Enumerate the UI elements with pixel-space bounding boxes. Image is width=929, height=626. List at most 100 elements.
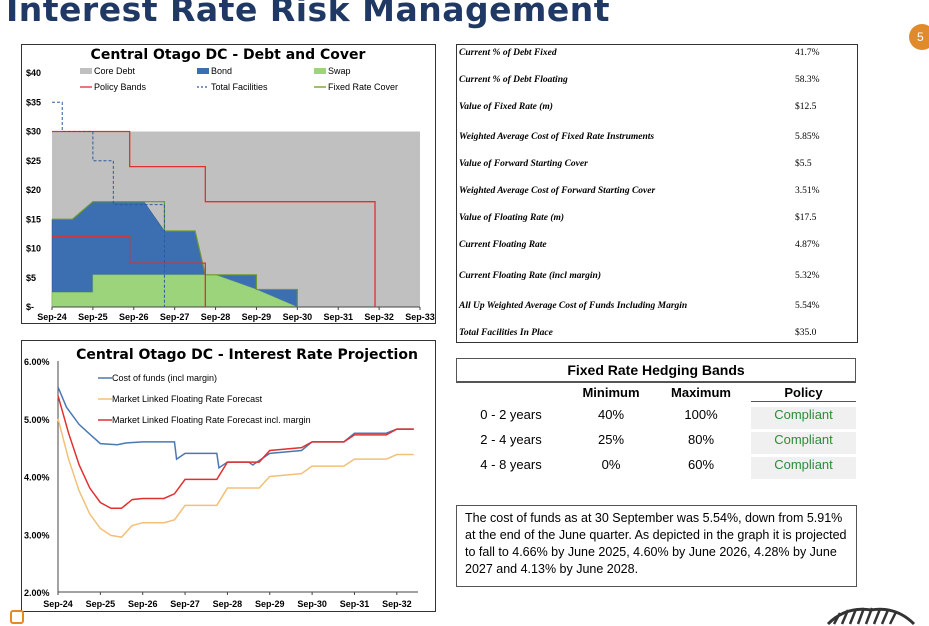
x-tick-label: Sep-24 xyxy=(37,312,67,322)
x-tick-label: Sep-30 xyxy=(297,599,327,609)
x-tick-label: Sep-32 xyxy=(364,312,394,322)
x-tick-label: Sep-25 xyxy=(86,599,116,609)
x-tick-label: Sep-31 xyxy=(340,599,370,609)
stat-label: All Up Weighted Average Cost of Funds In… xyxy=(459,301,688,311)
market-linked-floating-margin-line xyxy=(57,395,414,510)
x-tick-label: Sep-28 xyxy=(213,599,243,609)
hedging-bands-table: Fixed Rate Hedging Bands Minimum Maximum P… xyxy=(456,358,856,479)
stat-value: 4.87% xyxy=(795,240,820,250)
y-tick-label: 3.00% xyxy=(24,530,50,540)
stat-value: 41.7% xyxy=(795,48,820,58)
legend-label: Market Linked Floating Rate Forecast xyxy=(112,394,263,404)
x-tick-label: Sep-32 xyxy=(382,599,412,609)
chart-title: Central Otago DC - Interest Rate Project… xyxy=(76,347,418,363)
bands-cell: 100% xyxy=(684,407,718,422)
policy-band-upper-line xyxy=(52,130,376,307)
stat-value: 58.3% xyxy=(795,75,820,85)
bands-cell: 40% xyxy=(597,407,625,422)
brand-logo-icon xyxy=(826,607,916,626)
bands-cell: 0% xyxy=(601,457,621,472)
legend-label: Policy Bands xyxy=(94,82,147,92)
x-tick-label: Sep-24 xyxy=(43,599,73,609)
fixed-rate-cover-line xyxy=(52,201,298,307)
legend-label: Cost of funds (incl margin) xyxy=(112,373,217,383)
legend-label: Core Debt xyxy=(94,66,136,76)
stat-value: $35.0 xyxy=(795,328,817,338)
y-tick-label: $20 xyxy=(26,185,41,195)
y-tick-label: $15 xyxy=(26,214,41,224)
bands-cell: 60% xyxy=(687,457,715,472)
x-tick-label: Sep-26 xyxy=(119,312,149,322)
market-linked-floating-line xyxy=(57,418,414,538)
y-tick-label: 2.00% xyxy=(24,588,50,598)
bands-column-header: Maximum xyxy=(671,385,731,400)
legend-label: Bond xyxy=(211,66,232,76)
stat-label: Current % of Debt Fixed xyxy=(459,48,557,58)
x-tick-label: Sep-30 xyxy=(283,312,313,322)
x-tick-label: Sep-27 xyxy=(170,599,200,609)
x-tick-label: Sep-27 xyxy=(160,312,190,322)
y-tick-label: $35 xyxy=(26,97,41,107)
page-title: Interest Rate Risk Management xyxy=(6,0,611,29)
stat-value: $5.5 xyxy=(795,159,812,169)
x-tick-label: Sep-31 xyxy=(323,312,353,322)
x-tick-label: Sep-29 xyxy=(255,599,285,609)
policy-status-badge: Compliant xyxy=(751,407,856,429)
bands-column-header: Policy xyxy=(784,385,823,400)
stat-label: Weighted Average Cost of Forward Startin… xyxy=(459,186,656,196)
legend-label: Fixed Rate Cover xyxy=(328,82,398,92)
debt-cover-chart: Central Otago DC - Debt and Cover $- $5 $10… xyxy=(21,44,436,324)
rate-projection-chart: Central Otago DC - Interest Rate Project… xyxy=(21,340,436,612)
debt-stats-table: Current % of Debt Fixed 41.7% Current % of… xyxy=(456,44,858,343)
x-tick-label: Sep-29 xyxy=(242,312,272,322)
stat-label: Value of Floating Rate (m) xyxy=(459,213,565,223)
y-tick-label: $10 xyxy=(26,244,41,254)
hedging-bands-title: Fixed Rate Hedging Bands xyxy=(456,358,856,382)
y-tick-label: 5.00% xyxy=(24,415,50,425)
chart-title: Central Otago DC - Debt and Cover xyxy=(91,47,366,63)
policy-status-badge: Compliant xyxy=(751,457,856,479)
bands-cell: 25% xyxy=(597,432,625,447)
stat-value: $12.5 xyxy=(795,102,817,112)
bands-column-header: Minimum xyxy=(582,385,640,400)
stat-value: 5.85% xyxy=(795,132,820,142)
debt-cover-svg: Central Otago DC - Debt and Cover $- $5 $10… xyxy=(26,47,435,322)
y-tick-label: 4.00% xyxy=(24,473,50,483)
corner-logo-icon xyxy=(10,610,24,624)
page-number-badge: 5 xyxy=(909,24,929,50)
y-tick-label: 6.00% xyxy=(24,357,50,367)
y-tick-label: $5 xyxy=(26,273,36,283)
stat-value: 3.51% xyxy=(795,186,820,196)
policy-band-lower-line xyxy=(52,236,206,307)
legend-swatch xyxy=(197,68,209,74)
x-tick-label: Sep-26 xyxy=(128,599,158,609)
stat-label: Value of Forward Starting Cover xyxy=(459,159,588,169)
x-tick-label: Sep-28 xyxy=(201,312,231,322)
bands-cell: 0 - 2 years xyxy=(480,407,542,422)
legend-swatch xyxy=(314,68,326,74)
y-tick-label: $40 xyxy=(26,68,41,78)
legend-label: Total Facilities xyxy=(211,82,268,92)
stat-value: 5.32% xyxy=(795,271,820,281)
y-tick-label: $30 xyxy=(26,127,41,137)
bands-cell: 4 - 8 years xyxy=(480,457,542,472)
rate-projection-svg: Central Otago DC - Interest Rate Project… xyxy=(24,347,418,609)
stat-label: Current % of Debt Floating xyxy=(459,75,568,85)
x-tick-label: Sep-33 xyxy=(405,312,435,322)
stat-label: Total Facilities In Place xyxy=(459,328,553,338)
legend-swatch xyxy=(80,68,92,74)
commentary-note: The cost of funds as at 30 September was… xyxy=(456,505,857,587)
policy-status-badge: Compliant xyxy=(751,432,856,454)
stat-value: $17.5 xyxy=(795,213,817,223)
bands-cell: 2 - 4 years xyxy=(480,432,542,447)
x-tick-label: Sep-25 xyxy=(78,312,108,322)
stat-label: Weighted Average Cost of Fixed Rate Inst… xyxy=(459,132,655,142)
legend-label: Swap xyxy=(328,66,351,76)
stat-value: 5.54% xyxy=(795,301,820,311)
total-facilities-line xyxy=(52,101,165,307)
stat-label: Value of Fixed Rate (m) xyxy=(459,102,553,112)
stat-label: Current Floating Rate xyxy=(459,240,547,250)
y-tick-label: $- xyxy=(26,302,34,312)
stat-label: Current Floating Rate (incl margin) xyxy=(459,271,601,281)
legend-label: Market Linked Floating Rate Forecast inc… xyxy=(112,415,311,425)
